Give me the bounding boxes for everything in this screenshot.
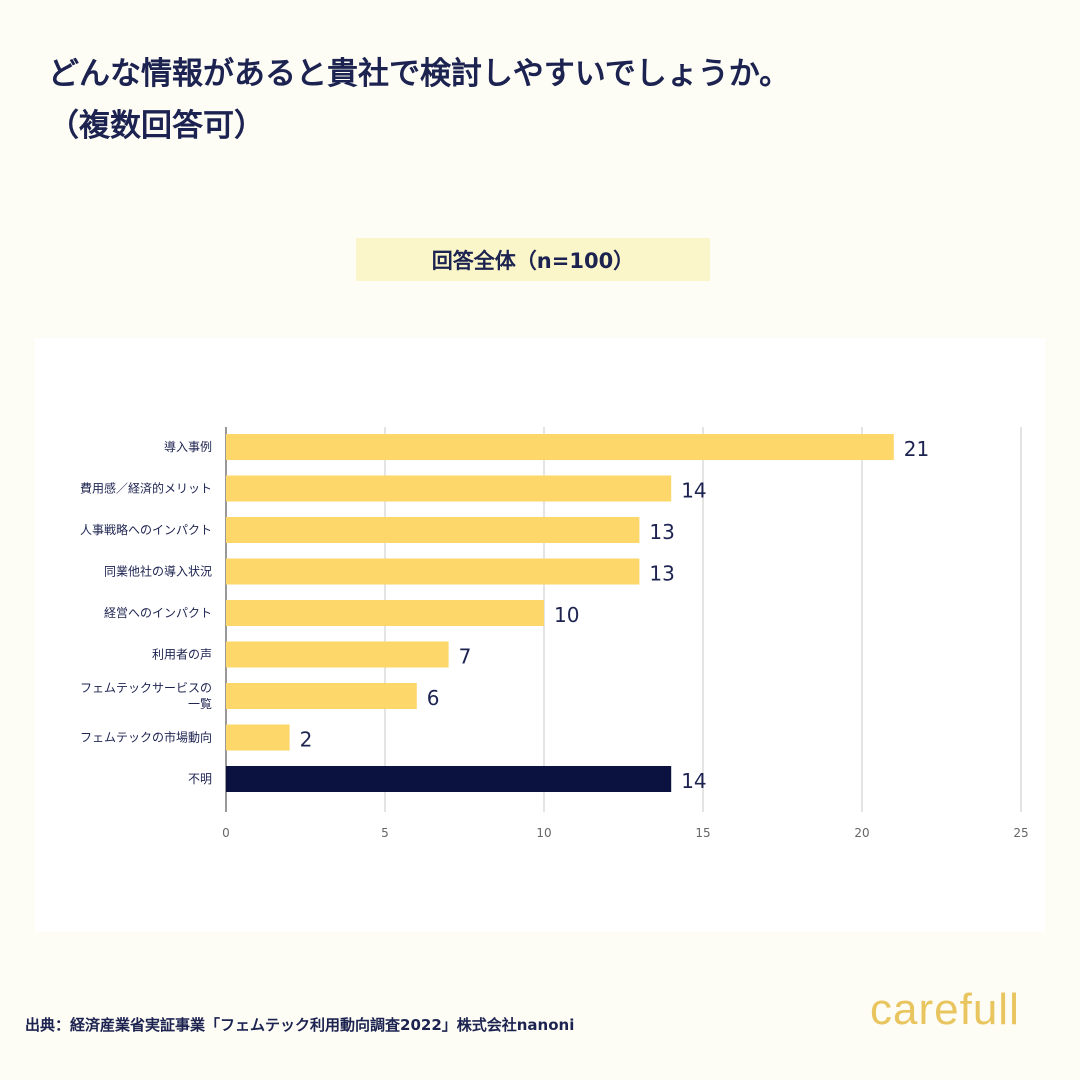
x-tick-label: 5 [381, 826, 389, 840]
x-tick-label: 10 [536, 826, 551, 840]
category-label: 費用感／経済的メリット [80, 481, 212, 496]
data-label: 14 [681, 769, 706, 793]
bar [226, 641, 449, 668]
bar [226, 558, 640, 585]
data-label: 7 [459, 645, 472, 669]
bar [226, 724, 290, 751]
category-label: 導入事例 [164, 440, 212, 454]
bar [226, 600, 544, 626]
bar [226, 517, 640, 543]
data-label: 10 [554, 603, 579, 627]
x-tick-label: 20 [854, 826, 869, 840]
bar [226, 683, 417, 709]
x-tick-label: 25 [1013, 826, 1028, 840]
category-label: フェムテックサービスの [80, 681, 212, 695]
x-tick-label: 0 [222, 826, 230, 840]
x-tick-label: 15 [695, 826, 710, 840]
data-label: 14 [681, 479, 706, 503]
category-label: 一覧 [188, 697, 212, 711]
page-title: どんな情報があると貴社で検討しやすいでしょうか。 （複数回答可） [48, 56, 791, 144]
category-label: 人事戦略へのインパクト [80, 522, 212, 537]
carefull-logo: carefull [870, 985, 1020, 1034]
source-note: 出典：経済産業省実証事業「フェムテック利用動向調査2022」株式会社nanoni [25, 1016, 575, 1034]
category-label: 経営へのインパクト [104, 606, 212, 620]
bar [226, 434, 894, 460]
category-label: フェムテックの市場動向 [80, 730, 212, 745]
category-label: 同業他社の導入状況 [104, 564, 212, 579]
data-label: 6 [427, 686, 440, 710]
data-label: 13 [649, 520, 674, 544]
data-label: 21 [904, 437, 929, 461]
category-label: 利用者の声 [152, 648, 212, 662]
data-label: 2 [300, 728, 313, 752]
category-label: 不明 [188, 772, 212, 786]
bar [226, 475, 672, 502]
bar [226, 766, 672, 792]
data-label: 13 [649, 562, 674, 586]
chart-title: 回答全体（n=100） [356, 238, 710, 281]
